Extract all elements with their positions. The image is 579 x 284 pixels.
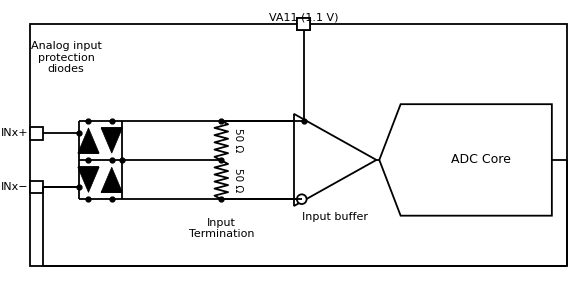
Text: INx−: INx− [1, 181, 28, 192]
Text: VA11 (1.1 V): VA11 (1.1 V) [269, 12, 339, 22]
Bar [30, 128, 43, 140]
Polygon shape [101, 167, 122, 192]
Text: Input buffer: Input buffer [302, 212, 368, 222]
Bar [297, 18, 310, 30]
Text: ADC Core: ADC Core [451, 153, 511, 166]
Text: Input
Termination: Input Termination [189, 218, 254, 239]
Bar [297, 18, 310, 30]
Circle shape [297, 194, 307, 204]
Polygon shape [78, 167, 99, 192]
Text: 50 Ω: 50 Ω [233, 128, 243, 153]
Text: 50 Ω: 50 Ω [233, 168, 243, 192]
Polygon shape [101, 128, 122, 153]
Bar [30, 24, 567, 266]
Text: Analog input
protection
diodes: Analog input protection diodes [31, 41, 102, 74]
Polygon shape [78, 128, 99, 153]
Bar [30, 181, 43, 193]
Text: INx+: INx+ [1, 128, 28, 138]
